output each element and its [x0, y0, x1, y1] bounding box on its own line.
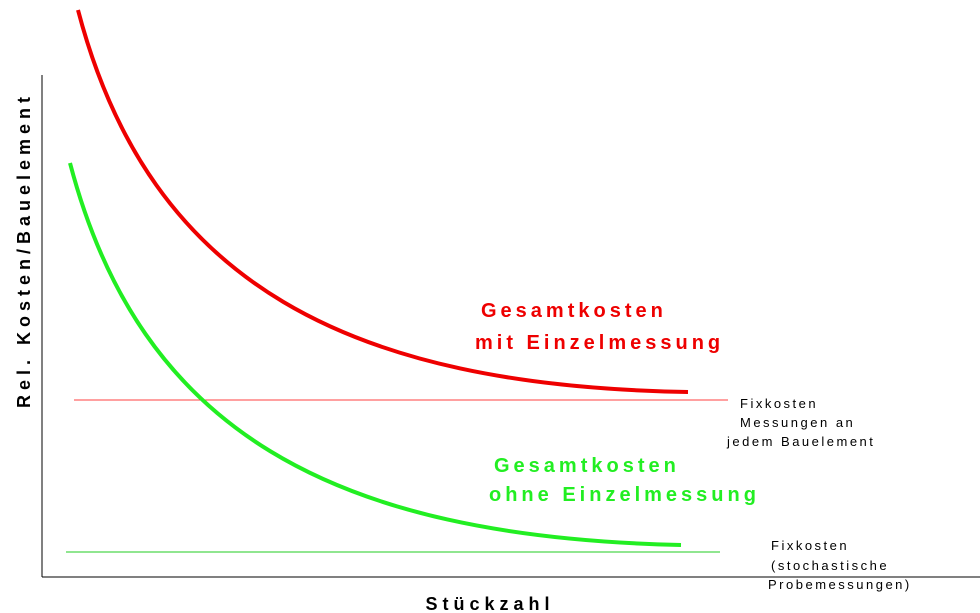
curve-label: Gesamtkosten [481, 300, 667, 322]
x-axis-label: Stückzahl [425, 594, 554, 613]
fixed-cost-label: Messungen an [740, 415, 855, 430]
total-cost-curve-green [68, 162, 682, 547]
y-axis-label: Rel. Kosten/Bauelement [14, 92, 34, 408]
curve-label: Gesamtkosten [494, 455, 680, 477]
total-cost-curve-red [76, 9, 689, 394]
fixed-cost-label: jedem Bauelement [726, 434, 875, 449]
curve-label: mit Einzelmessung [475, 332, 724, 354]
curve-label: ohne Einzelmessung [489, 484, 760, 506]
fixed-cost-label: Fixkosten [740, 396, 818, 411]
fixed-cost-label: Fixkosten [771, 538, 849, 553]
fixed-cost-label: (stochastische [771, 558, 889, 573]
fixed-cost-label: Probemessungen) [768, 577, 912, 592]
